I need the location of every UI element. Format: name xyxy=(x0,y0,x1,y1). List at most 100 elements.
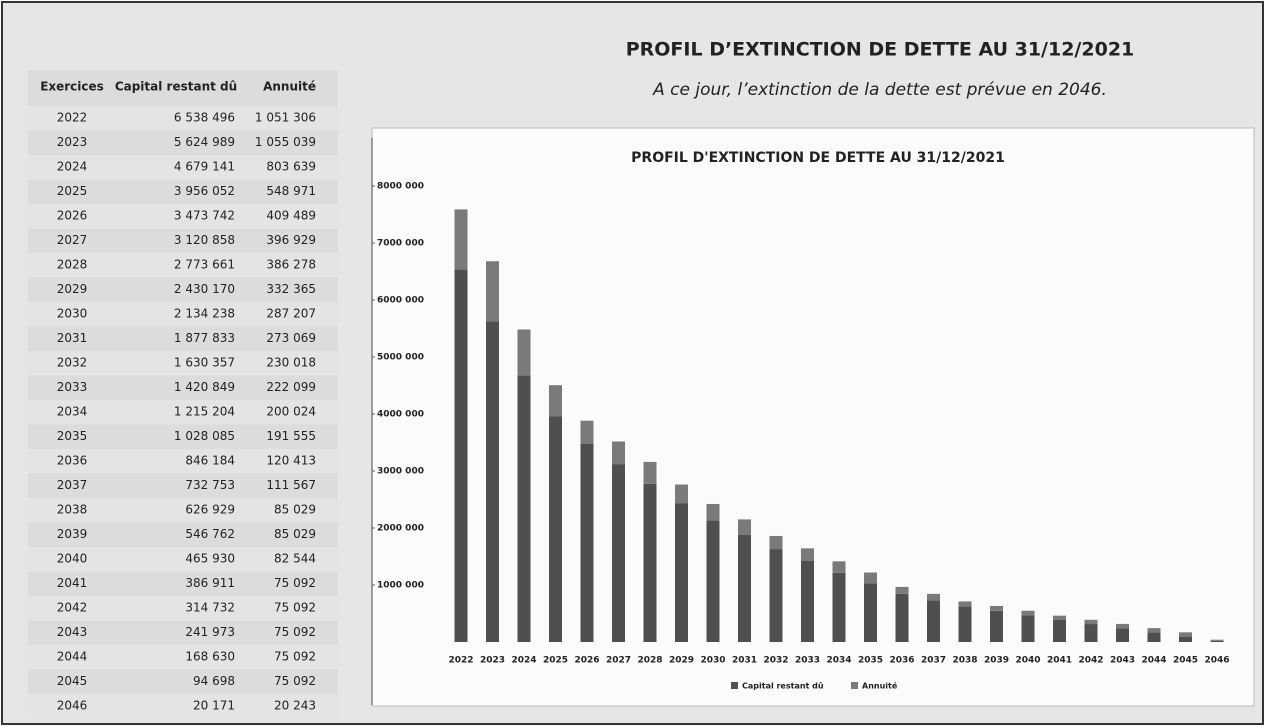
bar-segment xyxy=(454,269,468,642)
legend-swatch xyxy=(851,682,858,689)
table-cell: 111 567 xyxy=(266,478,316,492)
row-stripe xyxy=(28,498,338,523)
table-cell: 82 544 xyxy=(274,552,316,566)
x-tick-label: 2026 xyxy=(574,656,599,666)
bar-segment xyxy=(517,329,531,376)
row-stripe xyxy=(28,645,338,670)
table-cell: 1 630 357 xyxy=(174,356,235,370)
x-tick-label: 2037 xyxy=(921,656,946,666)
bar-segment xyxy=(1021,615,1035,642)
table-cell: 465 930 xyxy=(185,552,235,566)
table-cell: 5 624 989 xyxy=(174,135,235,149)
row-stripe xyxy=(28,106,338,131)
table-cell: 4 679 141 xyxy=(174,160,235,174)
bar-segment xyxy=(864,583,877,642)
bar-segment xyxy=(1116,628,1129,642)
page-title: PROFIL D’EXTINCTION DE DETTE AU 31/12/20… xyxy=(626,39,1135,61)
x-tick-label: 2023 xyxy=(480,656,505,666)
x-tick-label: 2034 xyxy=(826,656,851,666)
table-cell: 2027 xyxy=(57,233,88,247)
table-cell: 2022 xyxy=(57,111,88,125)
x-tick-label: 2038 xyxy=(952,656,977,666)
bar-segment xyxy=(1179,636,1192,642)
bar-segment xyxy=(486,321,499,642)
bar-segment xyxy=(1084,619,1098,625)
table-cell: 396 929 xyxy=(266,233,316,247)
x-tick-label: 2022 xyxy=(448,656,473,666)
table-cell: 273 069 xyxy=(266,331,316,345)
legend-label: Capital restant dû xyxy=(742,682,824,691)
bar-segment xyxy=(1084,624,1098,642)
bar-segment xyxy=(1210,639,1224,641)
table-cell: 3 473 742 xyxy=(174,209,235,223)
y-tick-label: 8000 000 xyxy=(377,182,424,192)
legend-label: Annuité xyxy=(862,681,898,691)
page-subtitle: A ce jour, l’extinction de la dette est … xyxy=(652,80,1107,100)
bar-segment xyxy=(643,461,657,484)
x-tick-label: 2024 xyxy=(511,656,536,666)
bar-segment xyxy=(1179,632,1192,637)
y-tick-label: 3000 000 xyxy=(377,467,424,477)
x-tick-label: 2027 xyxy=(606,656,631,666)
x-tick-label: 2028 xyxy=(637,656,662,666)
table-cell: 2026 xyxy=(57,209,88,223)
table-cell: 241 973 xyxy=(185,625,235,639)
bar-segment xyxy=(580,443,594,642)
bar-segment xyxy=(738,534,751,642)
table-cell: 2033 xyxy=(57,380,88,394)
row-stripe xyxy=(28,694,338,719)
table-cell: 2029 xyxy=(57,282,88,296)
table-cell: 2037 xyxy=(57,478,88,492)
x-tick-label: 2044 xyxy=(1141,656,1166,666)
x-tick-label: 2039 xyxy=(984,656,1009,666)
x-tick-label: 2036 xyxy=(889,656,914,666)
table-cell: 2039 xyxy=(57,527,88,541)
bar-segment xyxy=(769,549,783,642)
table-cell: 1 055 039 xyxy=(255,135,316,149)
table-cell: 6 538 496 xyxy=(174,111,235,125)
table-cell: 75 092 xyxy=(274,625,316,639)
bar-segment xyxy=(864,572,877,584)
table-cell: 548 971 xyxy=(266,184,316,198)
bar-segment xyxy=(549,416,562,642)
table-cell: 2030 xyxy=(57,307,88,321)
table-cell: 2042 xyxy=(57,601,88,615)
x-tick-label: 2030 xyxy=(700,656,725,666)
table-cell: 332 365 xyxy=(266,282,316,296)
bar-segment xyxy=(1147,632,1161,642)
row-stripe xyxy=(28,204,338,229)
table-cell: 2036 xyxy=(57,454,88,468)
table-cell: 2 430 170 xyxy=(174,282,235,296)
bar-segment xyxy=(549,385,562,417)
bar-segment xyxy=(801,561,814,642)
x-tick-label: 2033 xyxy=(795,656,820,666)
y-tick-label: 1000 000 xyxy=(377,581,424,591)
column-header: Annuité xyxy=(263,80,316,94)
table-cell: 2023 xyxy=(57,135,88,149)
table-cell: 222 099 xyxy=(266,380,316,394)
chart-title: PROFIL D'EXTINCTION DE DETTE AU 31/12/20… xyxy=(631,150,1005,166)
x-tick-label: 2042 xyxy=(1078,656,1103,666)
bar-segment xyxy=(769,535,783,550)
table-cell: 3 956 052 xyxy=(174,184,235,198)
bar-segment xyxy=(1021,610,1035,616)
table-cell: 386 911 xyxy=(185,576,235,590)
table-cell: 85 029 xyxy=(274,503,316,517)
table-cell: 75 092 xyxy=(274,576,316,590)
y-tick-label: 2000 000 xyxy=(377,524,424,534)
bar-segment xyxy=(612,464,625,642)
table-cell: 2025 xyxy=(57,184,88,198)
bar-segment xyxy=(927,600,940,642)
bar-segment xyxy=(895,586,909,594)
table-cell: 2044 xyxy=(57,650,88,664)
table-cell: 732 753 xyxy=(185,478,235,492)
table-cell: 2043 xyxy=(57,625,88,639)
table-cell: 20 171 xyxy=(193,699,235,713)
bar-segment xyxy=(990,610,1003,642)
bar-segment xyxy=(612,441,625,465)
table-cell: 386 278 xyxy=(266,258,316,272)
table-cell: 2038 xyxy=(57,503,88,517)
y-tick-label: 6000 000 xyxy=(377,296,424,306)
table-cell: 2032 xyxy=(57,356,88,370)
